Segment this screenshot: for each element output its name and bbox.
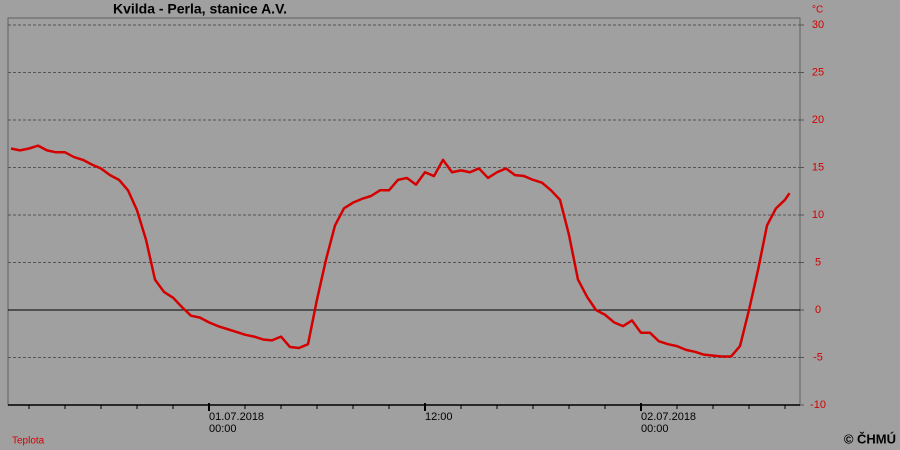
temperature-line <box>10 144 791 358</box>
y-tick-label: -5 <box>813 351 823 363</box>
y-unit: °C <box>812 5 823 16</box>
y-tick-label: 30 <box>812 19 824 31</box>
x-tick-label: 12:00 <box>425 411 453 423</box>
y-tick-label: 15 <box>812 161 824 173</box>
legend-entry: Teplota <box>12 436 45 447</box>
y-tick-label: -10 <box>810 399 826 411</box>
x-tick-label: 02.07.2018 <box>641 411 696 423</box>
y-tick-label: 10 <box>812 209 824 221</box>
chart-title: Kvilda - Perla, stanice A.V. <box>113 1 287 17</box>
x-tick-label: 00:00 <box>209 423 237 435</box>
y-tick-label: 25 <box>812 66 824 78</box>
y-tick-label: 20 <box>812 114 824 126</box>
credit: © ČHMÚ <box>844 431 896 446</box>
x-tick-label: 01.07.2018 <box>209 411 264 423</box>
x-tick-label: 00:00 <box>641 423 669 435</box>
y-tick-label: 0 <box>815 304 821 316</box>
y-tick-label: 5 <box>815 256 821 268</box>
